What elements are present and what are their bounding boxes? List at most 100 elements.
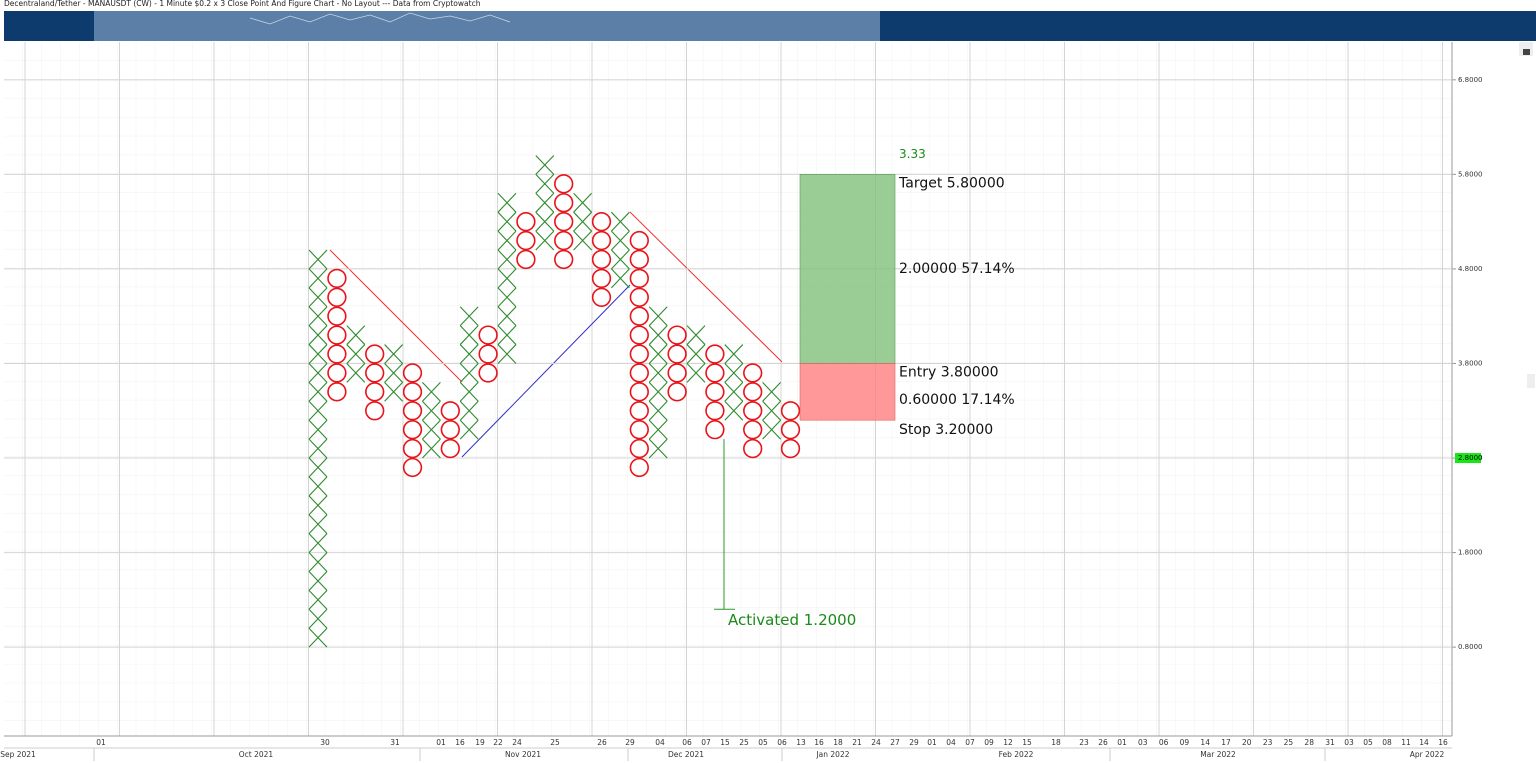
reward-label: 2.00000 57.14% xyxy=(899,261,1015,277)
x-box xyxy=(308,419,328,440)
x-box xyxy=(308,363,328,383)
o-box xyxy=(629,382,649,402)
y-tick-label: 1.8000 xyxy=(1458,549,1483,557)
x-box xyxy=(308,552,328,572)
o-box xyxy=(629,420,649,440)
x-box xyxy=(422,382,441,402)
date-label: 31 xyxy=(1325,738,1335,747)
date-label: 27 xyxy=(890,738,900,747)
x-box xyxy=(535,192,555,213)
x-box xyxy=(459,344,479,364)
date-label: 22 xyxy=(493,738,503,747)
x-box xyxy=(459,306,479,327)
x-box xyxy=(535,173,555,194)
date-label: 23 xyxy=(1079,738,1089,747)
x-box xyxy=(308,438,328,459)
x-box xyxy=(724,382,744,402)
o-column xyxy=(402,363,423,478)
o-box xyxy=(629,344,649,364)
x-box xyxy=(308,627,328,648)
date-label: 21 xyxy=(852,738,862,747)
risk-zone xyxy=(799,363,896,421)
navigator-line xyxy=(249,12,511,25)
date-label: 20 xyxy=(1242,738,1252,747)
date-label: 03 xyxy=(1138,738,1148,747)
x-box xyxy=(686,344,706,364)
x-box xyxy=(422,438,441,459)
o-box xyxy=(629,457,649,478)
o-box xyxy=(629,363,649,383)
x-box xyxy=(648,363,668,383)
x-box xyxy=(384,382,403,402)
o-column xyxy=(554,174,574,270)
x-box xyxy=(648,419,668,440)
x-box xyxy=(308,325,328,345)
o-box xyxy=(705,382,725,402)
date-label: 13 xyxy=(796,738,806,747)
o-box xyxy=(554,249,574,270)
o-box xyxy=(629,401,649,421)
x-box xyxy=(422,400,441,421)
o-box xyxy=(743,401,763,421)
date-label: 24 xyxy=(871,738,881,747)
date-label: 29 xyxy=(909,738,919,747)
month-label: Oct 2021 xyxy=(239,750,274,759)
x-box xyxy=(346,325,366,345)
o-box xyxy=(516,249,536,270)
date-label: 16 xyxy=(1438,738,1448,747)
lock-icon xyxy=(1523,49,1530,55)
o-box xyxy=(629,306,649,326)
date-label: 24 xyxy=(512,738,522,747)
x-box xyxy=(724,344,744,364)
date-label: 29 xyxy=(625,738,635,747)
date-label: 15 xyxy=(720,738,730,747)
collapse-button[interactable] xyxy=(1527,374,1535,388)
stop-label: Stop 3.20000 xyxy=(899,422,993,438)
o-box xyxy=(554,193,574,213)
o-box xyxy=(554,211,574,232)
ratio-label: 3.33 xyxy=(899,147,926,161)
x-box xyxy=(648,306,668,327)
o-box xyxy=(365,382,385,402)
x-box xyxy=(308,495,328,516)
x-box xyxy=(459,363,479,383)
o-box xyxy=(365,344,385,364)
month-label: Mar 2022 xyxy=(1200,750,1236,759)
x-column xyxy=(459,306,479,440)
o-box xyxy=(743,420,763,440)
o-box xyxy=(629,438,649,459)
date-label: 31 xyxy=(390,738,400,747)
x-box xyxy=(308,382,328,402)
o-box xyxy=(365,363,385,383)
o-box xyxy=(402,457,423,478)
x-box xyxy=(762,400,781,421)
x-box xyxy=(497,211,517,232)
y-tick-label: 5.8000 xyxy=(1458,170,1483,178)
x-column xyxy=(535,155,555,251)
x-box xyxy=(724,400,744,421)
o-box xyxy=(591,211,612,232)
o-box xyxy=(743,438,763,459)
month-label: Feb 2022 xyxy=(999,750,1034,759)
x-column xyxy=(686,325,706,383)
o-box xyxy=(327,382,347,402)
date-label: 18 xyxy=(833,738,843,747)
o-box xyxy=(478,363,498,383)
x-box xyxy=(573,211,592,232)
x-box xyxy=(308,533,328,553)
o-box xyxy=(629,268,649,289)
x-box xyxy=(459,325,479,345)
o-box xyxy=(629,325,649,345)
x-box xyxy=(308,457,328,478)
date-label: 25 xyxy=(550,738,560,747)
target-label: Target 5.80000 xyxy=(898,175,1005,191)
x-box xyxy=(346,363,366,383)
date-label: 09 xyxy=(1180,738,1190,747)
x-column xyxy=(422,382,441,459)
o-box xyxy=(478,325,498,345)
entry-label: Entry 3.80000 xyxy=(899,364,999,380)
o-box xyxy=(591,249,612,270)
last-price-label: 2.8000 xyxy=(1458,454,1483,462)
x-box xyxy=(459,419,479,440)
